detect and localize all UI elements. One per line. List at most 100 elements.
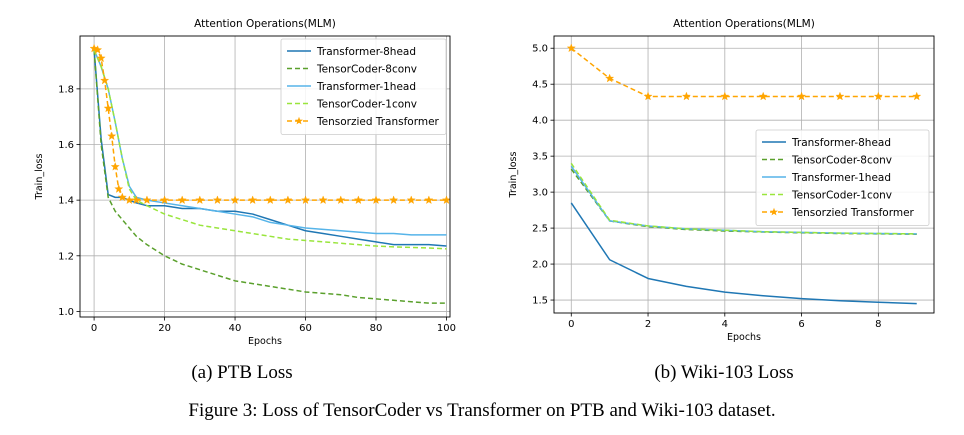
y-tick-label: 2.0: [532, 260, 548, 271]
y-axis-label: Train_loss: [34, 154, 45, 201]
series-marker: [212, 195, 222, 205]
y-tick-label: 3.0: [532, 188, 548, 199]
x-tick-label: 40: [229, 323, 242, 334]
chart-wiki103-loss: Attention Operations(MLM) 0 2 4 6 8 1.5 2.0 2.5 3…: [508, 18, 935, 343]
x-tick-label: 6: [798, 319, 804, 330]
x-tick-label: 0: [91, 323, 97, 334]
series-marker: [424, 195, 434, 205]
series-marker: [758, 91, 768, 101]
x-tick-label: 8: [875, 319, 881, 330]
legend-entry: Tensorzied Transformer: [791, 207, 915, 219]
series-marker: [720, 91, 730, 101]
series-marker: [605, 73, 615, 83]
series-line-4: [93, 47, 447, 201]
x-tick-label: 100: [437, 323, 456, 334]
series-marker: [318, 195, 328, 205]
legend-entry: TensorCoder-8conv: [791, 154, 892, 166]
series-marker: [124, 195, 134, 205]
series-marker: [96, 53, 106, 63]
x-axis-label: Epochs: [727, 332, 761, 343]
legend-entry: Tensorzied Transformer: [316, 116, 440, 128]
subcaption-wiki103: (b) Wiki-103 Loss: [654, 362, 794, 383]
series-marker: [195, 195, 205, 205]
series-marker: [406, 195, 416, 205]
series-marker: [103, 103, 113, 113]
series-marker: [873, 91, 883, 101]
chart-title: Attention Operations(MLM): [673, 18, 815, 30]
legend-entry: Transformer-1head: [791, 172, 891, 184]
y-axis-label: Train_loss: [508, 152, 519, 199]
series-line-3: [93, 49, 447, 250]
series-marker: [441, 195, 450, 205]
y-tick-label: 2.5: [532, 224, 548, 235]
y-tick-label: 3.5: [532, 152, 548, 163]
legend-box: [280, 38, 447, 135]
series-marker: [230, 195, 240, 205]
y-tick-label: 1.6: [58, 140, 74, 151]
series-line-0: [570, 202, 917, 305]
y-tick-label: 1.4: [58, 196, 74, 207]
legend-entry: Transformer-8head: [316, 46, 416, 58]
legend-entry: TensorCoder-1conv: [316, 98, 417, 110]
x-axis-ticks: 0 20 40 60 80 100: [91, 36, 456, 334]
series-line-3: [570, 162, 917, 235]
figure-caption: Figure 3: Loss of TensorCoder vs Transfo…: [188, 400, 776, 421]
legend-marker: [770, 207, 778, 216]
x-axis-ticks: 0 2 4 6 8: [568, 36, 882, 330]
series-marker: [283, 195, 293, 205]
legend-entry: TensorCoder-8conv: [316, 63, 417, 75]
legend-marker: [295, 116, 303, 125]
series-marker: [643, 91, 653, 101]
series-marker: [110, 161, 120, 171]
series-marker: [131, 195, 141, 205]
series-marker: [93, 45, 103, 54]
series-line-1: [93, 49, 447, 304]
series-group: [566, 43, 922, 305]
chart-title: Attention Operations(MLM): [194, 18, 336, 30]
series-marker: [797, 91, 807, 101]
series-marker: [107, 131, 117, 141]
legend-box: [755, 129, 930, 226]
y-tick-label: 4.5: [532, 80, 548, 91]
series-marker: [353, 195, 363, 205]
y-tick-label: 1.0: [58, 307, 74, 318]
legend-entry: Transformer-1head: [316, 81, 416, 93]
series-marker: [389, 195, 399, 205]
series-marker: [912, 91, 922, 101]
chart-ptb-loss: Attention Operations(MLM) 0 20 40 60 80 100 1.0…: [34, 18, 456, 347]
x-tick-label: 0: [568, 319, 574, 330]
series-marker: [100, 75, 110, 85]
series-marker: [160, 195, 170, 205]
legend: Transformer-8head TensorCoder-8conv Transf…: [755, 129, 930, 226]
y-tick-label: 4.0: [532, 116, 548, 127]
series-line-4: [570, 47, 917, 98]
x-tick-label: 2: [645, 319, 651, 330]
series-marker: [142, 195, 152, 205]
series-marker: [117, 192, 127, 202]
series-marker: [248, 195, 258, 205]
x-tick-label: 20: [158, 323, 171, 334]
x-tick-label: 60: [299, 323, 312, 334]
y-tick-label: 5.0: [532, 44, 548, 55]
plot-frame: [79, 35, 451, 318]
series-marker: [681, 91, 691, 101]
series-marker: [566, 43, 576, 53]
y-tick-label: 1.8: [58, 84, 74, 95]
series-marker: [371, 195, 381, 205]
legend-entry: Transformer-8head: [791, 137, 891, 149]
x-tick-label: 4: [722, 319, 728, 330]
legend-entry: TensorCoder-1conv: [791, 189, 892, 201]
series-marker: [835, 91, 845, 101]
x-tick-label: 80: [370, 323, 383, 334]
plot-frame: [553, 35, 935, 314]
series-marker: [265, 195, 275, 205]
series-marker: [114, 184, 124, 193]
x-axis-label: Epochs: [248, 336, 282, 347]
subcaption-ptb: (a) PTB Loss: [191, 362, 293, 383]
y-tick-label: 1.5: [532, 296, 548, 307]
series-group: [89, 43, 450, 304]
series-marker: [300, 195, 311, 205]
y-tick-label: 1.2: [58, 251, 74, 262]
series-marker: [336, 195, 346, 205]
